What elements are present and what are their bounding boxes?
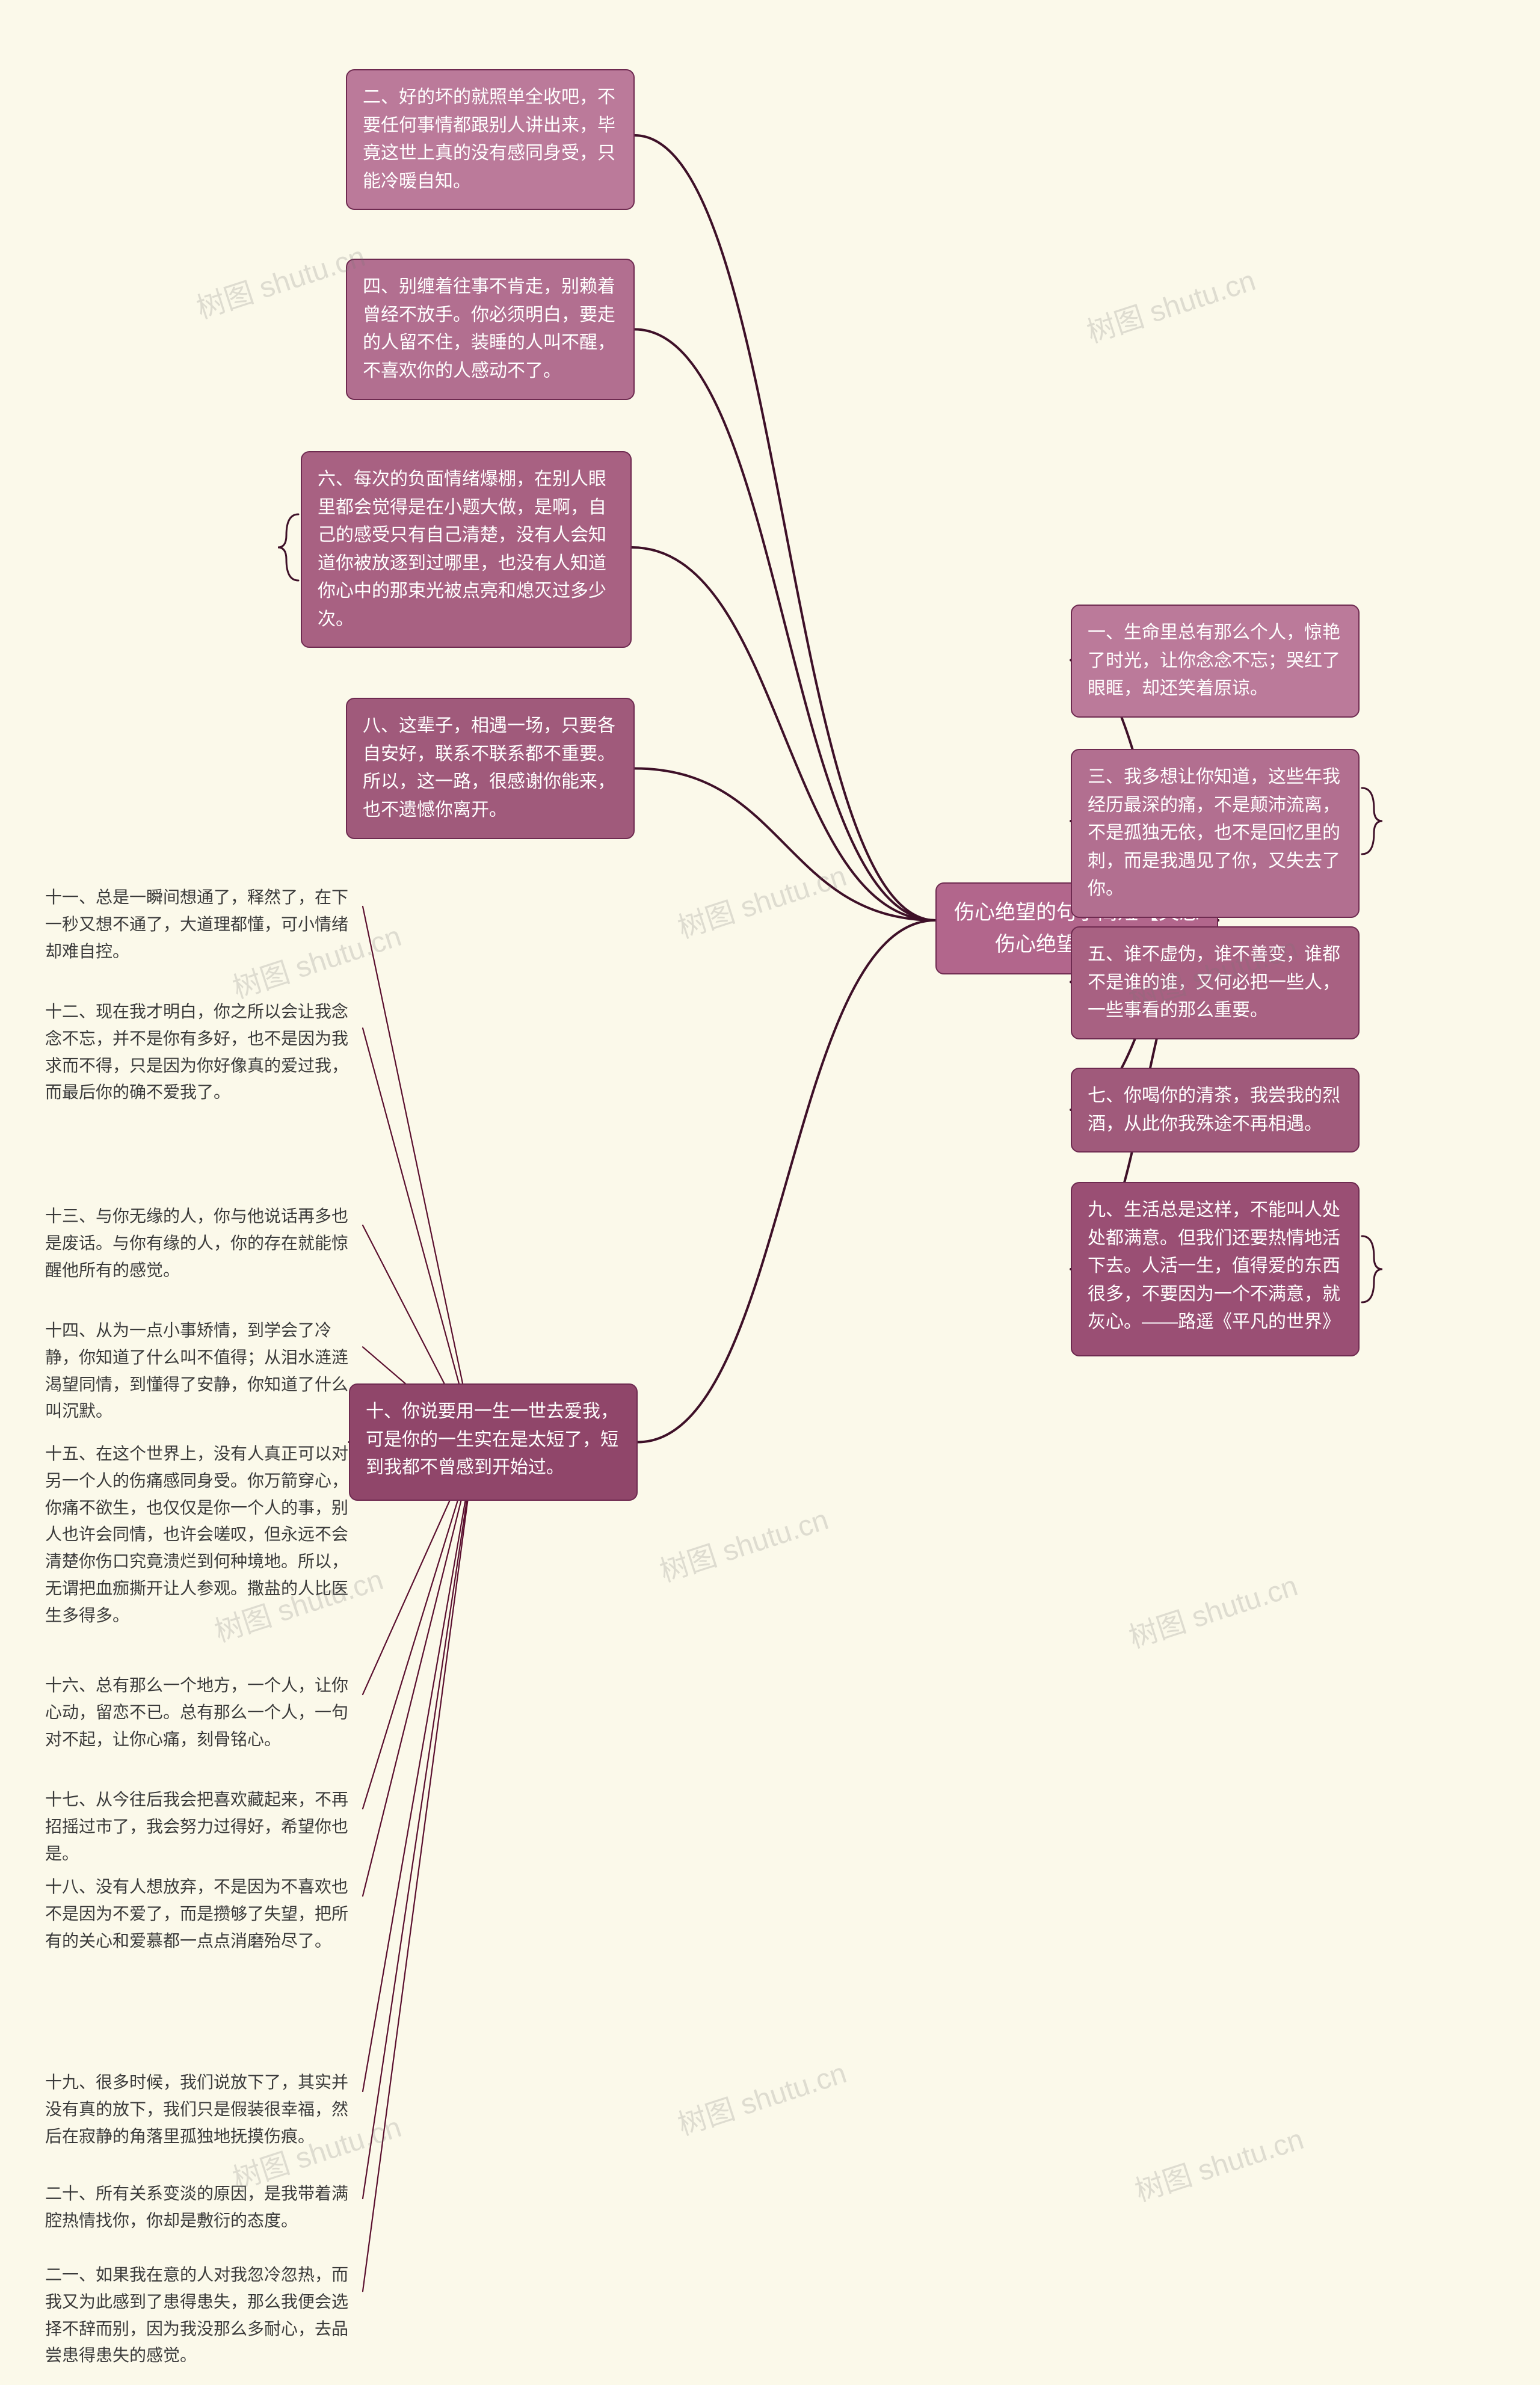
- leaf-l16: 十六、总有那么一个地方，一个人，让你心动，留恋不已。总有那么一个人，一句对不起，…: [45, 1672, 358, 1753]
- leaf-l19: 十九、很多时候，我们说放下了，其实并没有真的放下，我们只是假装很幸福，然后在寂静…: [45, 2069, 358, 2150]
- node-b9: 九、生活总是这样，不能叫人处处都满意。但我们还要热情地活下去。人活一生，值得爱的…: [1071, 1182, 1360, 1356]
- node-b5: 五、谁不虚伪，谁不善变，谁都不是谁的谁，又何必把一些人，一些事看的那么重要。: [1071, 926, 1360, 1039]
- node-text-b2: 二、好的坏的就照单全收吧，不要任何事情都跟别人讲出来，毕竟这世上真的没有感同身受…: [363, 87, 615, 191]
- node-text-b9: 九、生活总是这样，不能叫人处处都满意。但我们还要热情地活下去。人活一生，值得爱的…: [1088, 1200, 1340, 1332]
- watermark: 树图 shutu.cn: [653, 1496, 833, 1590]
- watermark: 树图 shutu.cn: [1080, 257, 1260, 351]
- node-text-b8: 八、这辈子，相遇一场，只要各自安好，联系不联系都不重要。所以，这一路，很感谢你能…: [363, 716, 615, 820]
- leaf-l12: 十二、现在我才明白，你之所以会让我念念不忘，并不是你有多好，也不是因为我求而不得…: [45, 999, 358, 1106]
- node-text-b3: 三、我多想让你知道，这些年我经历最深的痛，不是颠沛流离，不是孤独无依，也不是回忆…: [1088, 767, 1340, 899]
- node-text-b1: 一、生命里总有那么个人，惊艳了时光，让你念念不忘；哭红了眼眶，却还笑着原谅。: [1088, 623, 1340, 698]
- node-b8: 八、这辈子，相遇一场，只要各自安好，联系不联系都不重要。所以，这一路，很感谢你能…: [346, 698, 635, 839]
- watermark: 树图 shutu.cn: [190, 233, 369, 327]
- leaf-l15: 十五、在这个世界上，没有人真正可以对另一个人的伤痛感同身受。你万箭穿心，你痛不欲…: [45, 1441, 358, 1629]
- watermark: 树图 shutu.cn: [1123, 1562, 1302, 1656]
- leaf-l13: 十三、与你无缘的人，你与他说话再多也是废话。与你有缘的人，你的存在就能惊醒他所有…: [45, 1203, 358, 1284]
- node-b4: 四、别缠着往事不肯走，别赖着曾经不放手。你必须明白，要走的人留不住，装睡的人叫不…: [346, 259, 635, 400]
- node-b7: 七、你喝你的清茶，我尝我的烈酒，从此你我殊途不再相遇。: [1071, 1068, 1360, 1152]
- leaf-l18: 十八、没有人想放弃，不是因为不喜欢也不是因为不爱了，而是攒够了失望，把所有的关心…: [45, 1874, 358, 1954]
- leaf-l20: 二十、所有关系变淡的原因，是我带着满腔热情找你，你却是敷衍的态度。: [45, 2180, 358, 2235]
- leaf-l14: 十四、从为一点小事矫情，到学会了冷静，你知道了什么叫不值得；从泪水涟涟渴望同情，…: [45, 1317, 358, 1425]
- node-text-b6: 六、每次的负面情绪爆棚，在别人眼里都会觉得是在小题大做，是啊，自己的感受只有自己…: [318, 469, 606, 629]
- node-b10: 十、你说要用一生一世去爱我，可是你的一生实在是太短了，短到我都不曾感到开始过。: [349, 1383, 638, 1501]
- node-b3: 三、我多想让你知道，这些年我经历最深的痛，不是颠沛流离，不是孤独无依，也不是回忆…: [1071, 749, 1360, 918]
- watermark: 树图 shutu.cn: [1129, 2116, 1308, 2209]
- node-text-b10: 十、你说要用一生一世去爱我，可是你的一生实在是太短了，短到我都不曾感到开始过。: [366, 1402, 618, 1477]
- node-text-b7: 七、你喝你的清茶，我尝我的烈酒，从此你我殊途不再相遇。: [1088, 1086, 1340, 1134]
- leaf-l21: 二一、如果我在意的人对我忽冷忽热，而我又为此感到了患得患失，那么我便会选择不辞而…: [45, 2262, 358, 2369]
- leaf-l11: 十一、总是一瞬间想通了，释然了，在下一秒又想不通了，大道理都懂，可小情绪却难自控…: [45, 884, 358, 965]
- node-b2: 二、好的坏的就照单全收吧，不要任何事情都跟别人讲出来，毕竟这世上真的没有感同身受…: [346, 69, 635, 210]
- watermark: 树图 shutu.cn: [671, 852, 851, 946]
- node-b1: 一、生命里总有那么个人，惊艳了时光，让你念念不忘；哭红了眼眶，却还笑着原谅。: [1071, 605, 1360, 718]
- node-text-b5: 五、谁不虚伪，谁不善变，谁都不是谁的谁，又何必把一些人，一些事看的那么重要。: [1088, 944, 1340, 1020]
- node-b6: 六、每次的负面情绪爆棚，在别人眼里都会觉得是在小题大做，是啊，自己的感受只有自己…: [301, 451, 632, 648]
- node-text-b4: 四、别缠着往事不肯走，别赖着曾经不放手。你必须明白，要走的人留不住，装睡的人叫不…: [363, 277, 615, 381]
- mindmap-canvas: 伤心绝望的句子简短【失恋伤心绝望的句子】二、好的坏的就照单全收吧，不要任何事情都…: [0, 0, 1540, 2385]
- watermark: 树图 shutu.cn: [671, 2049, 851, 2143]
- leaf-l17: 十七、从今往后我会把喜欢藏起来，不再招摇过市了，我会努力过得好，希望你也是。: [45, 1786, 358, 1867]
